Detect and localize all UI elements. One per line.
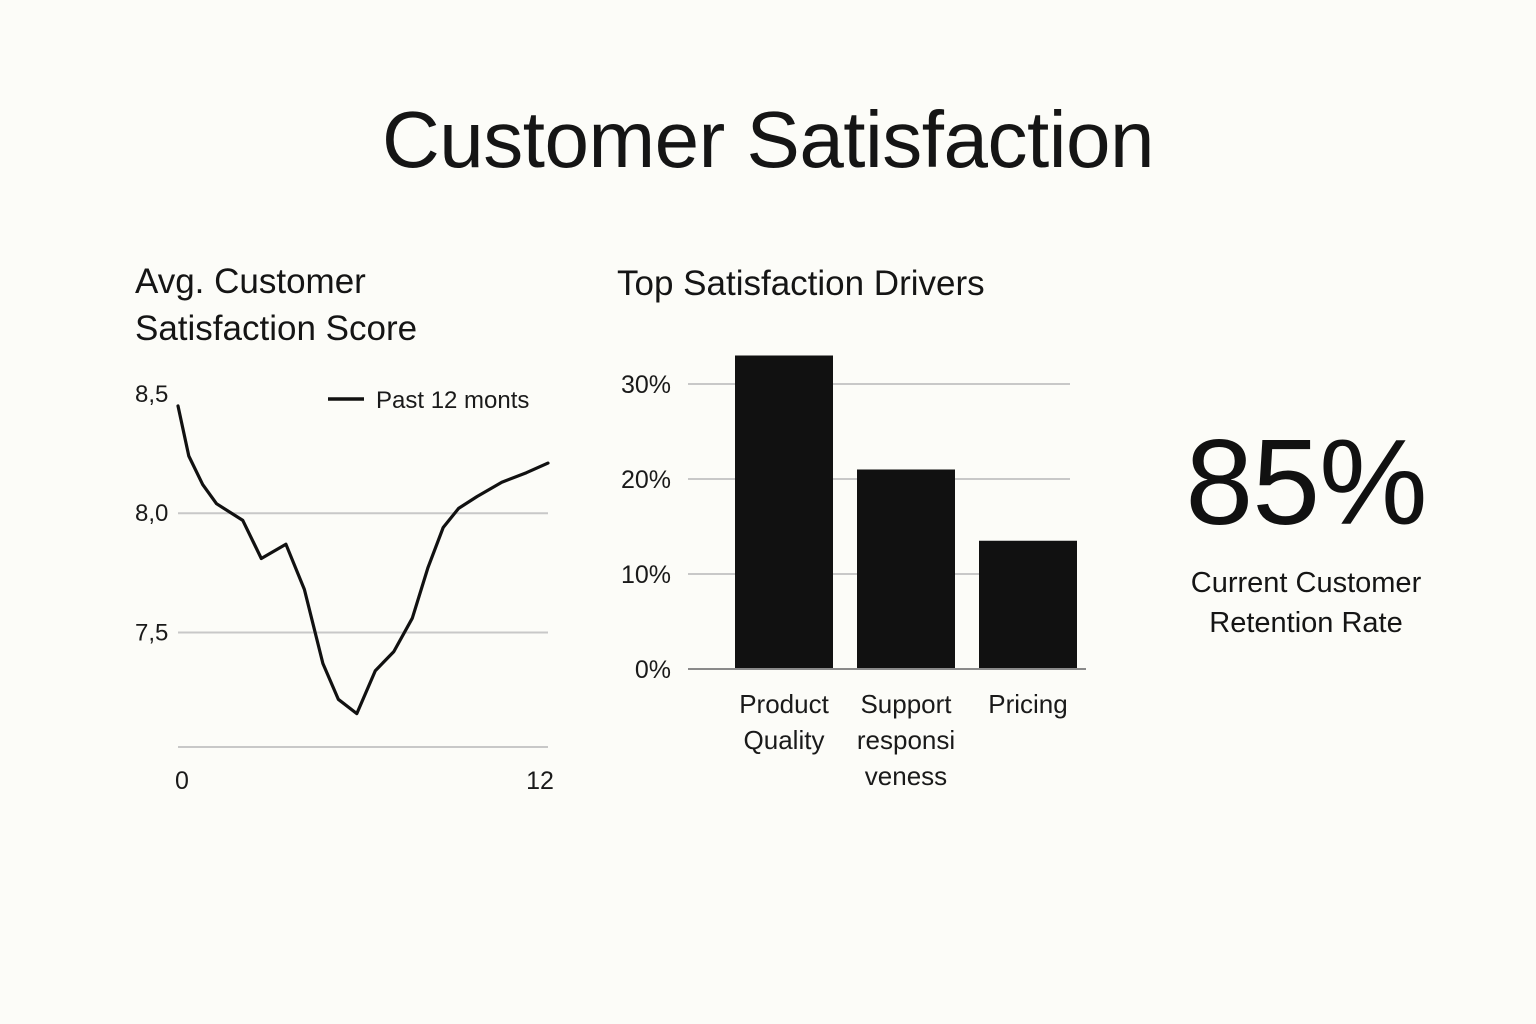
bar-chart-category-label: Support — [860, 689, 952, 719]
bar-chart-title: Top Satisfaction Drivers — [617, 264, 985, 303]
bar-chart-y-tick-label: 0% — [635, 656, 671, 684]
bar-chart-y-tick-label: 30% — [621, 371, 671, 399]
line-chart-y-tick-label: 7,5 — [135, 619, 168, 646]
retention-rate-label-line-2: Retention Rate — [1209, 607, 1403, 639]
line-chart-y-tick-label: 8,5 — [135, 381, 168, 408]
line-chart-title: Avg. Customer Satisfaction Score — [135, 258, 555, 352]
bar-chart-y-tick-label: 20% — [621, 466, 671, 494]
retention-rate-label-line-1: Current Customer — [1190, 567, 1422, 599]
line-chart-series-line — [176, 404, 550, 716]
bar-chart-category-label: Product — [739, 689, 829, 719]
line-chart-x-tick-label: 0 — [175, 767, 189, 795]
bar-chart-bar — [979, 540, 1077, 669]
bar-chart-bar — [735, 355, 833, 669]
retention-rate-label: Current Customer Retention Rate — [1150, 563, 1462, 643]
line-chart-legend-label: Past 12 monts — [376, 387, 529, 414]
line-chart: 8,5 8,0 7,5 0 12 Past 12 monts — [135, 381, 554, 795]
page-title: Customer Satisfaction — [381, 95, 1155, 184]
bar-chart-y-tick-label: 10% — [621, 561, 671, 589]
bar-chart-category-label: Pricing — [988, 689, 1067, 719]
bar-chart-category-label: Quality — [744, 725, 825, 755]
line-chart-y-tick-label: 8,0 — [135, 500, 168, 527]
retention-rate-value: 85% — [1185, 414, 1427, 550]
bar-chart-category-label: responsi — [857, 725, 955, 755]
bar-chart-category-label: veness — [865, 761, 947, 791]
line-chart-x-tick-label: 12 — [526, 767, 554, 795]
line-chart-title-line-2: Satisfaction Score — [135, 309, 418, 348]
line-chart-title-line-1: Avg. Customer — [135, 262, 366, 301]
bar-chart-bar — [857, 469, 955, 669]
bar-chart: 0% 10% 20% 30% Product Quality Support responsi… — [621, 355, 1086, 791]
